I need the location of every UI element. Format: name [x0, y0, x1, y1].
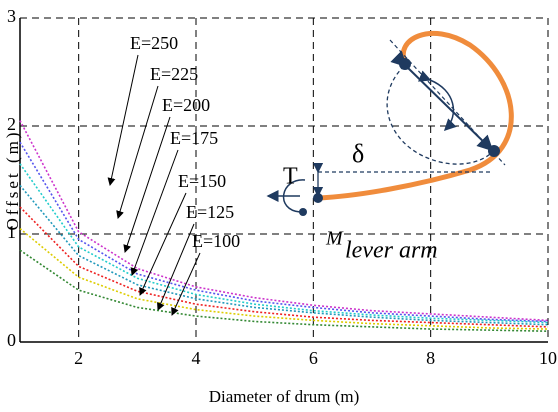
series-line	[19, 184, 549, 326]
x-tick-label: 4	[192, 348, 201, 368]
label-arrow	[139, 192, 187, 296]
legend-label: E=175	[170, 128, 218, 148]
legend-label: E=150	[178, 171, 226, 191]
x-tick-label: 6	[309, 348, 318, 368]
legend-label: E=100	[192, 231, 240, 251]
y-tick-label: 1	[7, 222, 16, 242]
x-tick-label: 8	[426, 348, 435, 368]
label-arrow	[171, 252, 201, 316]
mechanism-diagram	[266, 31, 514, 216]
label-arrow	[123, 116, 171, 253]
legend-label: E=200	[162, 95, 210, 115]
series-line	[19, 249, 549, 332]
x-tick-label: 10	[539, 348, 557, 368]
series-line	[19, 206, 549, 328]
torque-label: T	[283, 164, 298, 190]
legend-label: E=125	[186, 202, 234, 222]
label-arrow	[107, 54, 139, 186]
y-axis-label: Offset (m)	[3, 130, 22, 231]
x-tick-label: 2	[74, 348, 83, 368]
legend-label: E=250	[130, 33, 178, 53]
y-tick-label: 2	[7, 114, 16, 134]
y-tick-label: 3	[7, 6, 16, 26]
legend-label: E=225	[150, 64, 198, 84]
delta-label: δ	[352, 139, 364, 168]
label-arrow	[130, 149, 179, 276]
lever-arm-label: lever arm	[345, 238, 438, 264]
series-line	[19, 227, 549, 330]
series-line	[19, 141, 549, 323]
series-line	[19, 120, 549, 322]
x-axis-label: Diameter of drum (m)	[209, 387, 360, 406]
label-arrow	[116, 85, 159, 219]
y-tick-label: 0	[7, 330, 16, 350]
moment-label: M	[325, 228, 344, 250]
label-arrow	[157, 223, 195, 311]
